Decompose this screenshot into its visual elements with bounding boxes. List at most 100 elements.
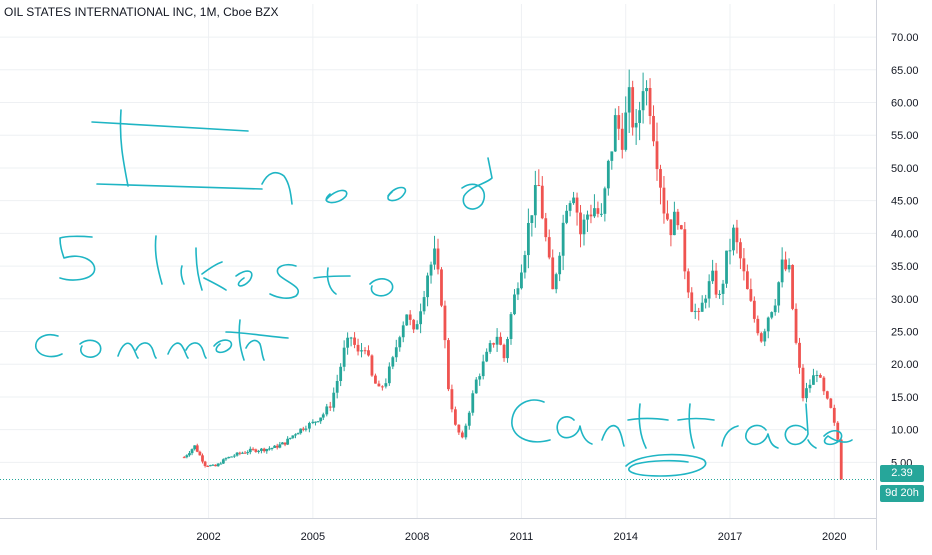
annotation-stroke xyxy=(369,278,394,297)
candle xyxy=(520,264,523,290)
candle-body xyxy=(342,347,346,367)
candle xyxy=(216,463,220,467)
candle-body xyxy=(360,350,363,352)
candle-body xyxy=(617,115,621,129)
candle-body xyxy=(502,344,506,359)
candle-body xyxy=(429,264,433,276)
candle xyxy=(603,186,607,222)
candle-body xyxy=(224,458,228,460)
candle xyxy=(485,348,489,363)
candle-body xyxy=(464,425,468,438)
candle-body xyxy=(198,451,202,456)
annotation-stroke xyxy=(325,189,348,204)
candle-body xyxy=(565,210,569,223)
candle xyxy=(711,259,715,284)
candle xyxy=(195,443,199,453)
annotation-stroke xyxy=(117,342,157,359)
candle-body xyxy=(332,392,336,408)
candle xyxy=(523,250,527,279)
candle xyxy=(648,78,652,125)
candle-body xyxy=(815,375,819,377)
candle-body xyxy=(193,445,197,450)
candle xyxy=(436,238,440,275)
candle-body xyxy=(495,336,499,345)
candle-body xyxy=(275,445,279,448)
annotation-stroke xyxy=(823,429,853,446)
candle xyxy=(645,80,648,106)
y-tick-label: 30.00 xyxy=(891,294,919,306)
y-tick-label: 40.00 xyxy=(891,228,919,240)
candle xyxy=(620,112,624,159)
candle-body xyxy=(243,452,247,454)
candle xyxy=(544,212,548,242)
candle-body xyxy=(798,342,801,368)
candle xyxy=(478,373,482,386)
candle-body xyxy=(281,442,284,445)
annotation-stroke xyxy=(213,339,233,354)
bar-countdown-tag: 9d 20h xyxy=(880,485,924,502)
candle xyxy=(325,403,329,417)
candle-body xyxy=(759,333,763,342)
candle-body xyxy=(596,208,600,214)
candle xyxy=(394,339,398,362)
candle-body xyxy=(391,357,395,367)
candle xyxy=(735,219,739,254)
candle xyxy=(669,219,673,247)
candle-body xyxy=(349,337,353,339)
candle xyxy=(380,385,384,391)
candle xyxy=(349,336,353,347)
candle-body xyxy=(301,428,305,430)
candle-body xyxy=(749,289,753,301)
candle-body xyxy=(447,340,450,390)
candle xyxy=(405,314,409,326)
annotation-stroke xyxy=(601,424,625,447)
candle xyxy=(440,267,443,308)
candle xyxy=(214,464,217,467)
candle-body xyxy=(426,275,429,298)
annotation-stroke xyxy=(745,424,779,449)
candle-body xyxy=(818,375,822,378)
candle xyxy=(589,204,593,224)
candle xyxy=(182,455,186,459)
candle-body xyxy=(582,219,586,235)
candle xyxy=(509,311,513,345)
candle-body xyxy=(216,463,220,467)
candle xyxy=(763,328,767,347)
annotation-stroke xyxy=(313,267,351,295)
candle-body xyxy=(248,448,252,453)
candle xyxy=(367,345,370,357)
annotations xyxy=(35,109,853,477)
candle-body xyxy=(246,452,250,454)
candle-body xyxy=(304,428,308,430)
candle-body xyxy=(288,437,292,439)
annotation-stroke xyxy=(269,263,300,299)
candle-body xyxy=(235,452,239,456)
candle xyxy=(447,337,450,392)
annotation-stroke xyxy=(154,235,163,285)
candle xyxy=(582,214,586,246)
candle xyxy=(683,221,687,280)
candle-body xyxy=(440,269,443,306)
candle-body xyxy=(325,406,329,415)
candle-body xyxy=(572,197,575,204)
annotation-stroke xyxy=(261,171,293,205)
candle xyxy=(238,451,242,456)
candle xyxy=(235,451,239,457)
candle-body xyxy=(509,314,513,339)
candle xyxy=(304,425,308,432)
candle xyxy=(718,290,721,299)
candle xyxy=(777,281,781,313)
candle-body xyxy=(185,455,189,458)
annotation-stroke xyxy=(91,121,249,132)
candle-body xyxy=(631,87,635,128)
candle-body xyxy=(356,344,360,352)
annotation-stroke xyxy=(677,403,715,449)
chart-title: OIL STATES INTERNATIONAL INC, 1M, Cboe B… xyxy=(4,5,279,19)
candle-body xyxy=(257,450,261,452)
candle-body xyxy=(770,312,774,318)
candle-body xyxy=(606,160,610,189)
candle xyxy=(617,106,621,141)
candle xyxy=(415,320,419,330)
